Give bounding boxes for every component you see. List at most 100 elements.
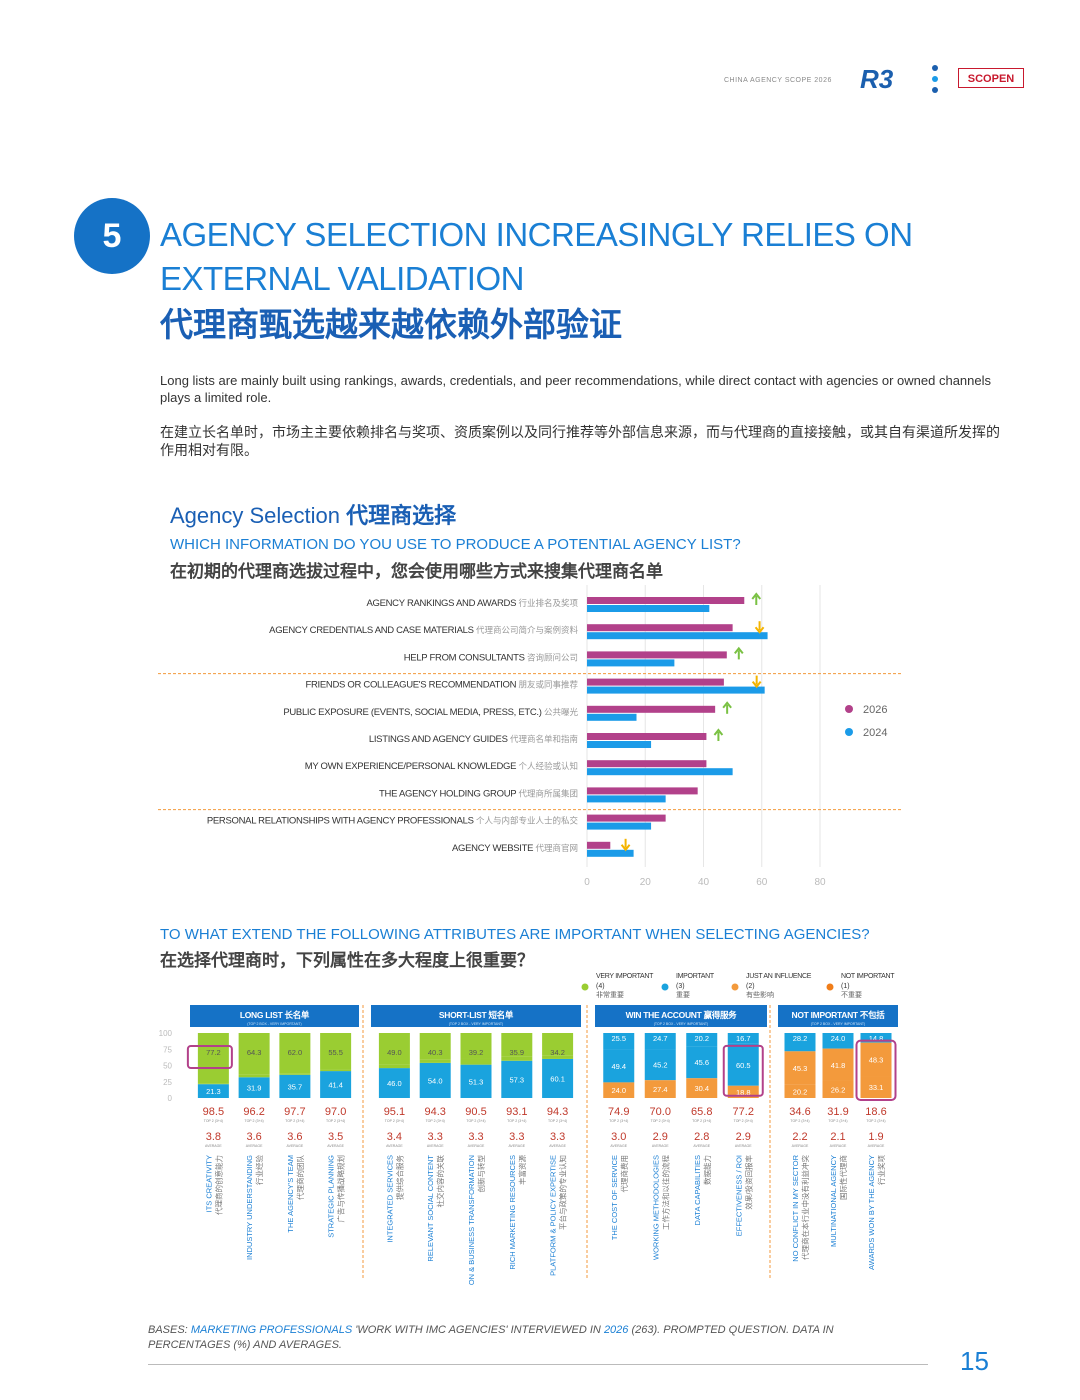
bar-2026 (587, 678, 724, 686)
attribute-label-en: PLATFORM & POLICY EXPERTISE (549, 1155, 558, 1276)
segment-value-label: 26.2 (831, 1085, 846, 1094)
average-caption: AVERAGE (693, 1144, 710, 1148)
segment-middle (603, 1049, 635, 1083)
segment-very-important-fill (238, 1074, 270, 1078)
average-caption: AVERAGE (610, 1144, 627, 1148)
legend-swatch (826, 983, 834, 991)
question1-en: WHICH INFORMATION DO YOU USE TO PRODUCE … (170, 536, 741, 553)
attribute-label-en: INNOVATION & BUSINESS TRANSFORMATION (467, 1155, 476, 1285)
footnote-mid-1: 'WORK WITH IMC AGENCIES' (355, 1324, 508, 1336)
report-label: CHINA AGENCY SCOPE 2026 (724, 77, 832, 84)
segment-very-important-fill (542, 1055, 574, 1059)
average-caption: AVERAGE (735, 1144, 752, 1148)
top2-value: 96.2 (243, 1106, 264, 1118)
attribute-label-en: RELEVANT SOCIAL CONTENT (426, 1155, 435, 1262)
category-label: FRIENDS OR COLLEAGUE'S RECOMMENDATION 朋友… (305, 680, 578, 691)
segment-important (378, 1068, 410, 1098)
segment-just-influence (784, 1084, 816, 1098)
average-value: 3.3 (550, 1131, 565, 1143)
top2-caption: TOP 2 (3+4) (285, 1119, 304, 1123)
segment-value-label: 60.1 (550, 1074, 565, 1083)
group-header-sub: (TOP 2 BOX - VERY IMPORTANT) (449, 1022, 503, 1026)
bar-2026 (587, 597, 745, 604)
bar-2026 (587, 760, 707, 768)
attribute-label-en: INTEGRATED SERVICES (385, 1155, 394, 1243)
segment-very-important-fill (197, 1083, 229, 1085)
segment-important (860, 1033, 892, 1043)
category-label: AGENCY CREDENTIALS AND CASE MATERIALS 代理… (269, 625, 578, 636)
group-header (371, 1005, 581, 1027)
r3-logo: R3 (860, 66, 894, 92)
legend-label-num: (3) (676, 983, 685, 990)
bar-2024 (587, 741, 652, 748)
segment-value-label: 54.0 (428, 1076, 443, 1085)
footnote-prefix: BASES: (148, 1324, 188, 1336)
segment-value-label: 35.9 (509, 1048, 524, 1057)
average-caption: AVERAGE (246, 1144, 263, 1148)
bar-2026 (587, 841, 611, 849)
highlight-box (722, 1044, 764, 1097)
segment-value-label: 49.0 (387, 1048, 402, 1057)
segment-value-label: 45.6 (694, 1058, 709, 1067)
top2-caption: TOP 2 (3+4) (204, 1119, 223, 1123)
legend-label-cn: 重要 (676, 991, 690, 999)
dots-icon (932, 65, 938, 93)
average-caption: AVERAGE (830, 1144, 847, 1148)
attribute-label-en: EFFECTIVENESS / ROI (734, 1155, 743, 1236)
segment-value-label: 51.3 (469, 1077, 484, 1086)
segment-value-label: 48.3 (869, 1056, 884, 1065)
segment-very-important-fill (460, 1058, 492, 1065)
top2-caption: TOP 2 (3+4) (426, 1119, 445, 1123)
bar-2026 (587, 651, 727, 659)
segment-important (822, 1033, 854, 1049)
average-value: 2.9 (736, 1131, 751, 1143)
segment-very-important (542, 1033, 574, 1056)
average-caption: AVERAGE (427, 1144, 444, 1148)
top2-caption: TOP 2 (3+4) (692, 1119, 711, 1123)
segment-value-label: 24.7 (653, 1034, 668, 1043)
attribute-label-cn: 行业经验 (254, 1155, 264, 1185)
segment-value-label: 24.0 (831, 1034, 846, 1043)
average-value: 3.3 (468, 1131, 483, 1143)
segment-very-important (320, 1033, 352, 1070)
attribute-label-cn: 平台与政策的专业认知 (558, 1155, 568, 1230)
segment-value-label: 45.2 (653, 1061, 668, 1070)
legend-swatch (661, 983, 669, 991)
top2-value: 95.1 (384, 1106, 405, 1118)
average-caption: AVERAGE (468, 1144, 485, 1148)
r3-logo-text: R3 (860, 66, 894, 92)
segment-very-important (460, 1033, 492, 1059)
x-tick-label: 60 (756, 877, 768, 888)
question2-cn: 在选择代理商时，下列属性在多大程度上很重要？ (160, 951, 534, 970)
legend-label-en: JUST AN INFLUENCE (746, 973, 812, 980)
segment-middle (860, 1042, 892, 1077)
top2-value: 18.6 (865, 1106, 886, 1118)
bar-2024 (587, 659, 675, 667)
legend-swatch-2026 (845, 705, 853, 713)
section-title-en: AGENCY SELECTION INCREASINGLY RELIES ON … (160, 216, 913, 297)
attribute-label-cn: 代理商费用 (619, 1155, 629, 1193)
attribute-label-cn: 创新与转型 (476, 1155, 486, 1193)
segment-important (784, 1033, 816, 1052)
segment-value-label: 27.4 (653, 1085, 668, 1094)
segment-value-label: 35.7 (288, 1082, 303, 1091)
attribute-label-en: THE COST OF SERVICE (610, 1155, 619, 1240)
average-value: 3.0 (611, 1131, 626, 1143)
bar-2024 (587, 795, 666, 803)
intro-text-en: Long lists are mainly built using rankin… (160, 373, 991, 405)
attribute-label-en: RICH MARKETING RESOURCES (508, 1155, 517, 1270)
segment-value-label: 55.5 (328, 1048, 343, 1057)
top2-value: 31.9 (827, 1106, 848, 1118)
attribute-label-en: NO CONFLICT IN MY SECTOR (791, 1154, 800, 1261)
segment-value-label: 14.8 (869, 1034, 884, 1043)
legend-label-cn: 不重要 (841, 991, 862, 999)
segment-just-influence (644, 1080, 676, 1098)
average-caption: AVERAGE (868, 1144, 885, 1148)
category-label: HELP FROM CONSULTANTS 咨询顾问公司 (404, 652, 578, 663)
segment-middle (644, 1049, 676, 1081)
group-header-sub: (TOP 2 BOX - VERY IMPORTANT) (654, 1022, 708, 1026)
top2-caption: TOP 2 (3+4) (734, 1119, 753, 1123)
segment-important (727, 1033, 759, 1044)
top2-value: 94.3 (424, 1106, 445, 1118)
segment-middle (727, 1043, 759, 1086)
